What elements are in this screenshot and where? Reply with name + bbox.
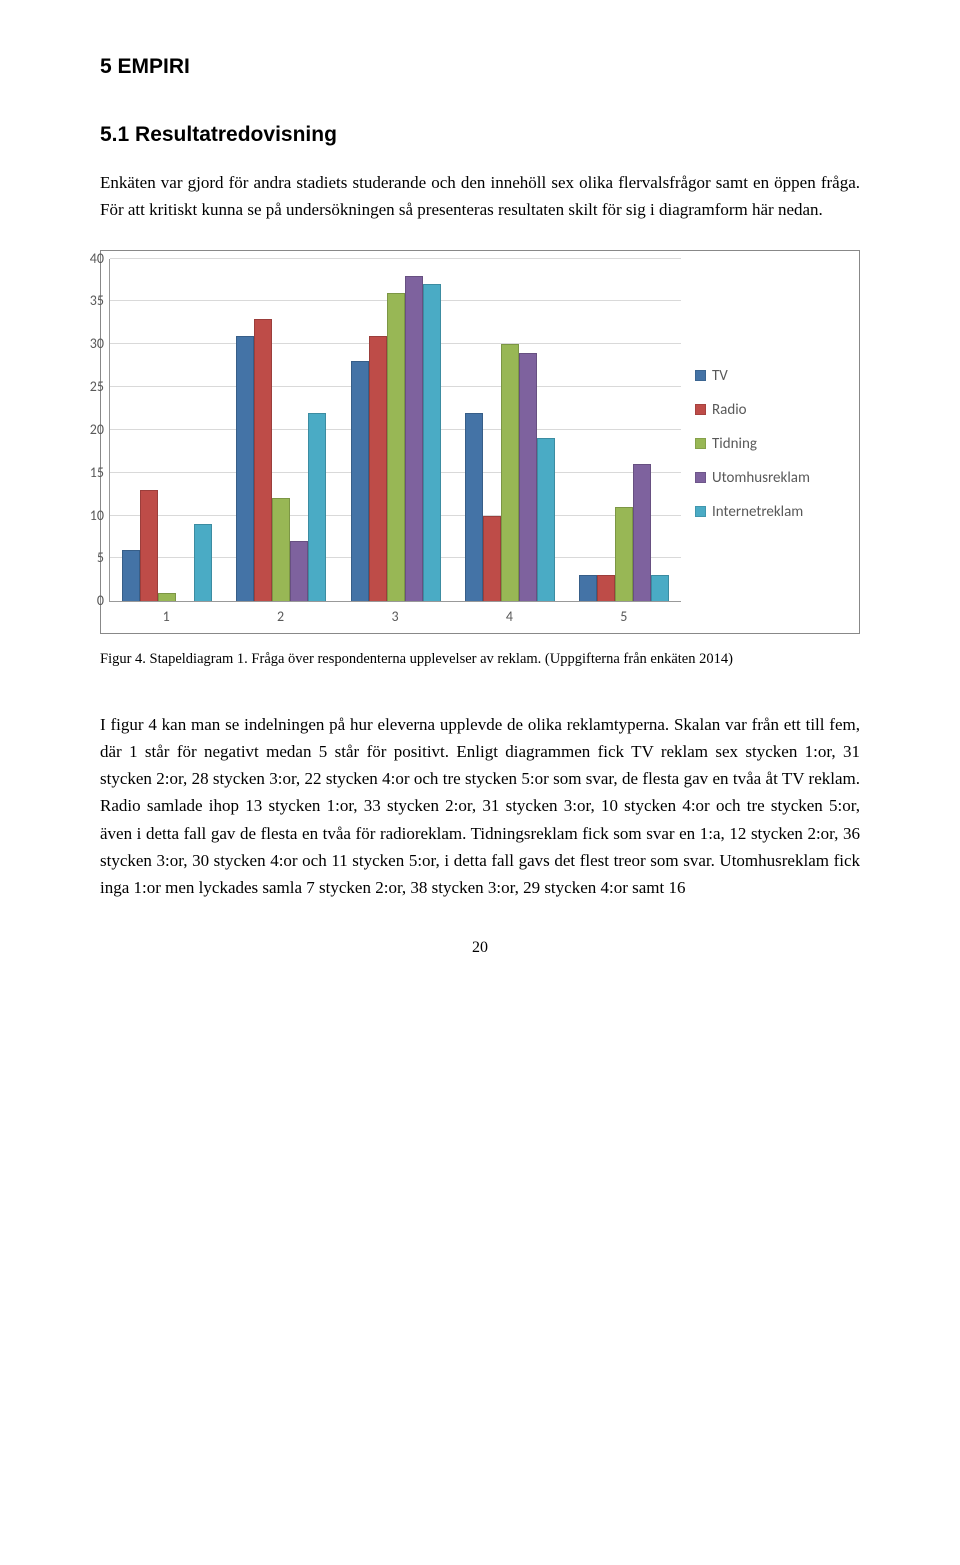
ytick-label: 40 (90, 252, 110, 266)
bar (194, 524, 212, 601)
ytick-label: 0 (97, 594, 110, 608)
legend-label: TV (712, 364, 728, 388)
bar (501, 344, 519, 601)
bar (423, 284, 441, 601)
legend-label: Internetreklam (712, 500, 803, 524)
bar-group (453, 259, 567, 602)
bar (465, 413, 483, 601)
bar (351, 361, 369, 601)
legend-item: Tidning (695, 432, 851, 456)
legend-item: Internetreklam (695, 500, 851, 524)
bar (483, 516, 501, 602)
bar (579, 575, 597, 601)
subsection-heading: 5.1 Resultatredovisning (100, 118, 860, 152)
bar (633, 464, 651, 601)
legend-swatch (695, 506, 706, 517)
bar-group (110, 259, 224, 602)
xtick-label: 3 (338, 606, 452, 628)
legend-label: Tidning (712, 432, 757, 456)
bar (272, 498, 290, 601)
body-paragraph: I figur 4 kan man se indelningen på hur … (100, 711, 860, 901)
xtick-label: 5 (567, 606, 681, 628)
ytick-label: 30 (90, 337, 110, 351)
bar-group (224, 259, 338, 602)
intro-paragraph: Enkäten var gjord för andra stadiets stu… (100, 169, 860, 223)
bar (236, 336, 254, 602)
legend-item: TV (695, 364, 851, 388)
page-number: 20 (100, 935, 860, 961)
bar-chart-plot: 0510152025303540 12345 (109, 259, 681, 629)
legend-swatch (695, 404, 706, 415)
xtick-label: 4 (452, 606, 566, 628)
bar (615, 507, 633, 601)
xtick-label: 2 (223, 606, 337, 628)
ytick-label: 15 (90, 466, 110, 480)
bar (537, 438, 555, 601)
bar (140, 490, 158, 601)
ytick-label: 10 (90, 509, 110, 523)
bar (308, 413, 326, 601)
bar (405, 276, 423, 601)
legend-label: Radio (712, 398, 747, 422)
bar (387, 293, 405, 601)
bar (122, 550, 140, 601)
chart-legend: TV Radio Tidning Utomhusreklam Internetrekla… (681, 259, 851, 629)
xtick-label: 1 (109, 606, 223, 628)
figure-caption: Figur 4. Stapeldiagram 1. Fråga över res… (100, 648, 860, 671)
bar (158, 593, 176, 602)
legend-label: Utomhusreklam (712, 466, 810, 490)
bar-chart-frame: 0510152025303540 12345 TVRadioTidningUto… (100, 250, 860, 634)
legend-swatch (695, 438, 706, 449)
bar-group (567, 259, 681, 602)
bar (369, 336, 387, 602)
ytick-label: 5 (97, 551, 110, 565)
legend-swatch (695, 472, 706, 483)
bar (597, 575, 615, 601)
ytick-label: 20 (90, 423, 110, 437)
bar (254, 319, 272, 602)
legend-item: Radio (695, 398, 851, 422)
legend-swatch (695, 370, 706, 381)
bar (651, 575, 669, 601)
ytick-label: 25 (90, 380, 110, 394)
section-heading: 5 EMPIRI (100, 50, 860, 84)
bar (290, 541, 308, 601)
legend-item: Utomhusreklam (695, 466, 851, 490)
bar (519, 353, 537, 601)
ytick-label: 35 (90, 294, 110, 308)
bar-group (338, 259, 452, 602)
